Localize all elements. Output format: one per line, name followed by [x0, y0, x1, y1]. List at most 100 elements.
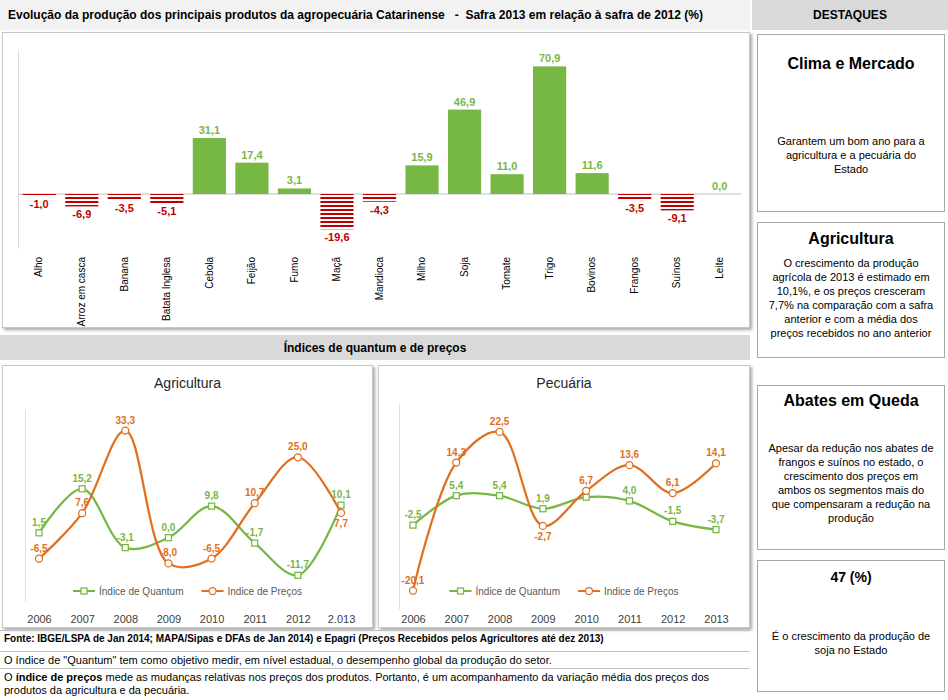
bar: [576, 173, 609, 194]
data-label: -2,5: [404, 509, 422, 520]
footer-price-term: índice de preços: [16, 671, 103, 683]
data-label: 31,1: [199, 124, 220, 136]
marker: [338, 509, 345, 516]
data-label: 22,5: [490, 416, 510, 427]
series-line: [39, 489, 341, 576]
plot: [36, 427, 345, 578]
x-tick-label: 2010: [200, 613, 224, 625]
footer-price-rest: mede as mudanças relativas nos preços do…: [4, 671, 712, 696]
legend-marker: [81, 588, 87, 594]
agricultura-panel: Agricultura1,515,2-3,10,09,8-1,7-11,710,…: [2, 365, 373, 628]
data-label: 10,1: [331, 489, 351, 500]
x-tick-label: 2008: [114, 613, 138, 625]
legend-entry: Índice de Quantum: [450, 585, 561, 597]
bar: [448, 110, 481, 194]
x-tick: Alho: [33, 255, 44, 277]
x-tick-label: 2013: [704, 613, 728, 625]
data-label: 11,6: [582, 159, 603, 171]
x-axis: 20062007200820092010201120122013: [401, 612, 728, 625]
highlight-text: O crescimento da produção agrícola de 20…: [768, 256, 934, 340]
x-tick: Tomate: [501, 255, 512, 290]
bar: [661, 194, 694, 210]
bar: [491, 174, 524, 194]
data-label: -2,7: [534, 531, 552, 542]
footer-price: O índice de preços mede as mudanças rela…: [0, 668, 750, 698]
bars: [23, 66, 694, 229]
data-label: 15,9: [411, 151, 432, 163]
x-tick: 2009: [157, 612, 181, 625]
x-tick: Leite: [714, 255, 725, 279]
highlight-box: 47 (%)É o crescimento da produção de soj…: [757, 560, 945, 692]
data-label: -6,5: [203, 543, 221, 554]
x-tick: 2007: [70, 612, 94, 625]
x-tick-label: 2010: [574, 613, 598, 625]
x-tick-label: Banana: [119, 257, 130, 292]
bar: [405, 165, 438, 194]
marker: [453, 493, 459, 499]
data-label: 13,6: [620, 449, 640, 460]
x-tick-label: Arroz em casca: [76, 257, 87, 327]
data-label: -5,1: [157, 205, 176, 217]
footer-source: Fonte: IBGE/LSPA de Jan 2014; MAPA/Sipas…: [0, 630, 750, 648]
highlight-text: Garantem um bom ano para a agricultura e…: [768, 134, 934, 176]
legend-entry: Índice de Quantum: [73, 585, 184, 597]
bar: [533, 66, 566, 194]
x-tick: Arroz em casca: [76, 255, 87, 326]
marker: [252, 540, 258, 546]
x-tick: Fumo: [289, 255, 300, 283]
marker: [626, 498, 632, 504]
marker: [626, 462, 633, 469]
pecuaria-panel: Pecuária-2,55,45,41,94,0-1,5-3,7-20,114,…: [378, 365, 750, 628]
bar: [150, 194, 183, 203]
marker: [539, 522, 546, 529]
data-label: -3,5: [115, 202, 134, 214]
data-label: -3,7: [707, 514, 725, 525]
x-tick: Batata Inglesa: [161, 255, 172, 321]
data-label: -20,1: [402, 575, 425, 586]
marker: [79, 510, 86, 517]
highlight-text: Apesar da redução nos abates de frangos …: [768, 441, 934, 525]
x-tick: 2013: [704, 612, 728, 625]
data-label: -6,9: [72, 208, 91, 220]
x-tick: Cebola: [204, 255, 215, 289]
marker: [670, 518, 676, 524]
x-tick-label: Bovinos: [586, 257, 597, 293]
x-tick: 2008: [488, 612, 512, 625]
chart-title: Agricultura: [154, 375, 221, 391]
data-label: -11,7: [287, 559, 310, 570]
x-tick-label: Mandioca: [374, 257, 385, 301]
legend-label: Índice de Quantum: [476, 585, 561, 597]
data-label: -8,0: [160, 547, 178, 558]
data-label: 5,4: [493, 480, 507, 491]
data-label: -1,5: [664, 505, 682, 516]
data-label: 7,7: [334, 518, 348, 529]
marker: [165, 535, 171, 541]
data-label: 5,4: [449, 480, 463, 491]
legend-label: Índice de Quantum: [99, 585, 184, 597]
marker: [410, 587, 417, 594]
x-tick-label: 2008: [488, 613, 512, 625]
x-tick-label: Milho: [416, 257, 427, 281]
plot: [410, 428, 720, 594]
x-tick: Soja: [459, 255, 470, 277]
legend-entry: Indice de Preços: [202, 586, 303, 597]
footer-price-lead: O: [4, 671, 16, 683]
bar: [23, 194, 56, 196]
legend: Índice de Quantum Indice de Preços: [73, 585, 302, 597]
data-label: -19,6: [324, 231, 349, 243]
highlight-box: Clima e MercadoGarantem um bom ano para …: [757, 34, 945, 212]
data-label: 6,1: [666, 477, 680, 488]
legend-entry: Indice de Preços: [578, 586, 679, 597]
highlight-box: Abates em QuedaApesar da redução nos aba…: [757, 385, 945, 550]
x-tick-label: 2.013: [328, 613, 356, 625]
legend-label: Indice de Preços: [228, 586, 303, 597]
data-label: 0,0: [161, 522, 175, 533]
bar-panel: -1,0-6,9-3,5-5,131,117,43,1-19,6-4,315,9…: [2, 32, 750, 328]
marker: [295, 572, 301, 578]
x-tick: 2006: [401, 612, 425, 625]
x-tick: Suínos: [671, 255, 682, 288]
bar: [65, 194, 98, 206]
x-axis: Alho Arroz em casca Banana Batata Inglesa Ce…: [33, 255, 724, 326]
x-tick-label: Feijão: [246, 257, 257, 285]
x-tick-label: Trigo: [544, 257, 555, 280]
